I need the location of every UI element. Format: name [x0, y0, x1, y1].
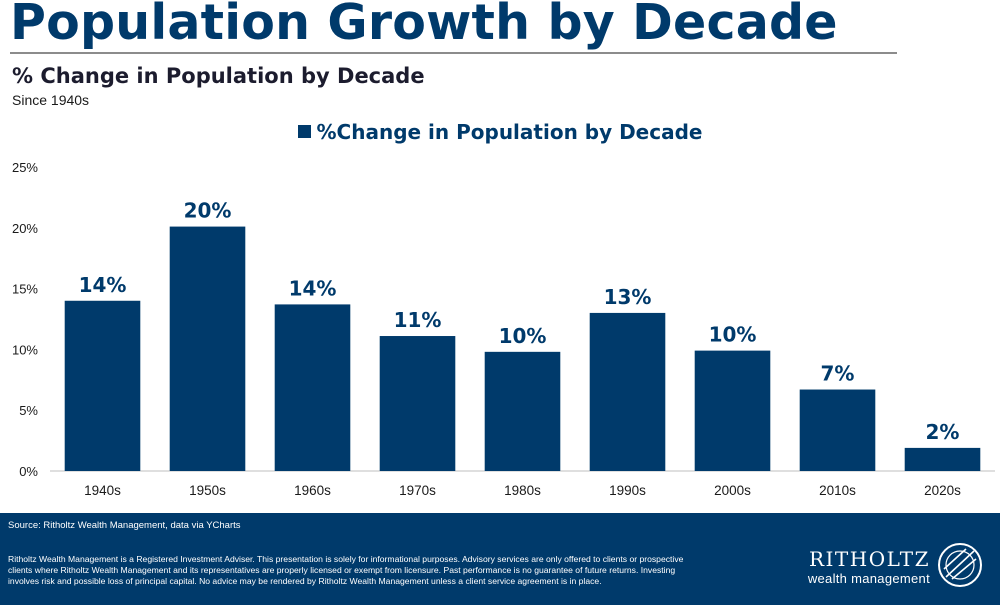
x-tick-label: 1940s: [84, 483, 121, 498]
x-tick-label: 1960s: [294, 483, 331, 498]
company-logo: RITHOLTZ wealth management: [798, 539, 988, 595]
bar: [169, 226, 246, 471]
logo-subtitle: wealth management: [807, 571, 930, 586]
y-tick-label: 0%: [19, 464, 38, 479]
footer: Source: Ritholtz Wealth Management, data…: [0, 513, 1000, 605]
y-tick-label: 5%: [19, 403, 38, 418]
x-tick-label: 1990s: [609, 483, 646, 498]
bar: [589, 312, 666, 471]
data-label: 13%: [604, 285, 652, 309]
legend-label: %Change in Population by Decade: [316, 120, 703, 144]
x-tick-label: 2010s: [819, 483, 856, 498]
data-label: 14%: [79, 273, 127, 297]
x-tick-label: 1950s: [189, 483, 226, 498]
y-tick-label: 20%: [12, 221, 38, 236]
bar: [484, 351, 561, 471]
data-label: 10%: [709, 323, 757, 347]
x-tick-label: 1970s: [399, 483, 436, 498]
data-label: 14%: [289, 276, 337, 300]
data-label: 7%: [821, 362, 855, 386]
page-title: Population Growth by Decade: [10, 0, 838, 51]
data-label: 2%: [926, 420, 960, 444]
data-label: 10%: [499, 324, 547, 348]
logo-emblem-icon: [938, 543, 982, 587]
since-caption: Since 1940s: [12, 92, 90, 108]
source-note: Source: Ritholtz Wealth Management, data…: [8, 520, 241, 531]
bar: [904, 447, 981, 471]
bar: [799, 389, 876, 471]
logo-name: RITHOLTZ: [808, 547, 930, 571]
y-tick-label: 15%: [12, 282, 38, 297]
disclaimer-text: Ritholtz Wealth Management is a Register…: [8, 554, 684, 586]
title-divider: [10, 52, 897, 54]
data-label: 20%: [184, 199, 232, 223]
bar-chart: 0% 5% 10% 15% 20% 25% 14% 1940s 20% 1950s 14% 1960s…: [12, 160, 995, 498]
y-tick-label: 10%: [12, 342, 38, 357]
legend-swatch: [297, 125, 311, 138]
x-tick-label: 2000s: [714, 483, 751, 498]
y-tick-label: 25%: [12, 160, 38, 175]
x-tick-label: 1980s: [504, 483, 541, 498]
bar: [64, 300, 141, 471]
data-label: 11%: [394, 308, 442, 332]
chart-subtitle: % Change in Population by Decade: [12, 64, 425, 88]
bar: [694, 350, 771, 471]
chart-legend: %Change in Population by Decade: [0, 120, 1000, 144]
bar: [274, 304, 351, 471]
x-tick-label: 2020s: [924, 483, 961, 498]
bar: [379, 336, 456, 471]
